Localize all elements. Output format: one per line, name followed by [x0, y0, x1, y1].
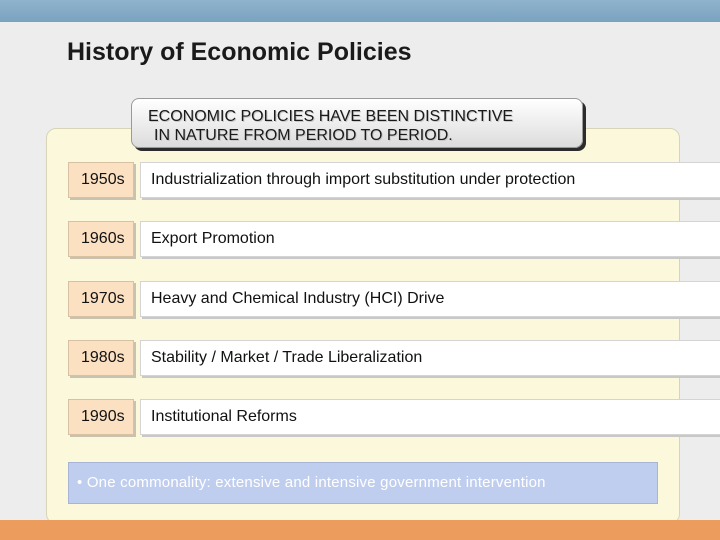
- top-accent-bar: [0, 0, 720, 22]
- policy-description: Export Promotion: [140, 221, 720, 257]
- bottom-accent-strip: [0, 520, 720, 540]
- decade-label: 1980s: [68, 340, 134, 376]
- banner-line-2: IN NATURE FROM PERIOD TO PERIOD.: [154, 127, 453, 144]
- decade-label: 1970s: [68, 281, 134, 317]
- decade-label: 1990s: [68, 399, 134, 435]
- policy-description: Stability / Market / Trade Liberalizatio…: [140, 340, 720, 376]
- decade-label: 1960s: [68, 221, 134, 257]
- banner-line-1: ECONOMIC POLICIES HAVE BEEN DISTINCTIVE: [148, 108, 514, 125]
- policy-description: Heavy and Chemical Industry (HCI) Drive: [140, 281, 720, 317]
- decade-label: 1950s: [68, 162, 134, 198]
- policy-description: Institutional Reforms: [140, 399, 720, 435]
- commonality-box: • One commonality: extensive and intensi…: [68, 462, 658, 504]
- policy-description: Industrialization through import substit…: [140, 162, 720, 198]
- headline-banner: ECONOMIC POLICIES HAVE BEEN DISTINCTIVE …: [131, 98, 583, 148]
- slide-title: History of Economic Policies: [67, 38, 412, 66]
